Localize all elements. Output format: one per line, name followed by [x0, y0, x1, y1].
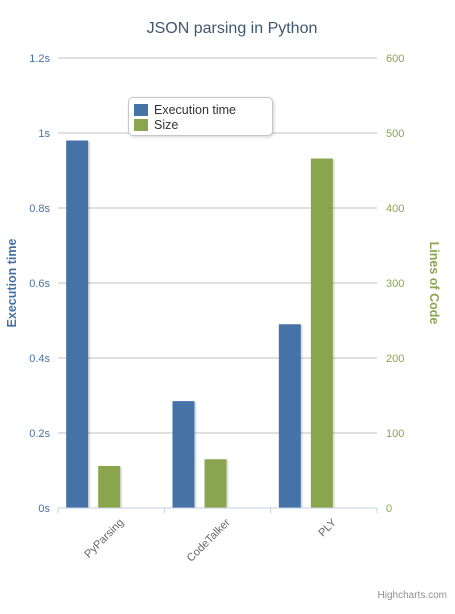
chart-title: JSON parsing in Python [147, 20, 318, 37]
left-axis-tick-label: 0.8s [29, 203, 50, 215]
left-axis-tick-label: 0.6s [29, 278, 50, 290]
x-axis-category-label: PyParsing [82, 517, 126, 561]
bar-size[interactable] [310, 158, 333, 509]
bar-size[interactable] [98, 466, 121, 508]
right-axis-tick-label: 500 [386, 128, 404, 140]
legend-label-size: Size [154, 117, 179, 132]
credits-link[interactable]: Highcharts.com [377, 590, 447, 601]
x-axis-category-label: PLY [316, 516, 339, 539]
left-axis-tick-label: 0s [38, 503, 50, 515]
legend-label-execution-time: Execution time [154, 102, 236, 117]
bar-size[interactable] [204, 459, 227, 508]
right-axis-title: Lines of Code [427, 242, 441, 325]
left-axis-tick-label: 1s [38, 128, 50, 140]
left-axis-tick-label: 0.2s [29, 428, 50, 440]
bar-execution-time[interactable] [278, 324, 301, 508]
right-axis-tick-label: 400 [386, 203, 404, 215]
legend-item-execution-time[interactable]: Execution time [134, 102, 272, 117]
right-axis-tick-label: 600 [386, 53, 404, 65]
bar-execution-time[interactable] [66, 140, 89, 509]
right-axis-tick-label: 100 [386, 428, 404, 440]
right-axis-tick-label: 300 [386, 278, 404, 290]
legend-item-size[interactable]: Size [134, 117, 272, 132]
legend-swatch-execution-time [134, 103, 148, 116]
right-axis-tick-label: 200 [386, 353, 404, 365]
legend: Execution time Size [128, 97, 273, 136]
left-axis-tick-label: 0.4s [29, 353, 50, 365]
right-axis-tick-label: 0 [386, 503, 392, 515]
bar-execution-time[interactable] [172, 401, 195, 508]
left-axis-tick-label: 1.2s [29, 53, 50, 65]
left-axis-title: Execution time [5, 239, 19, 328]
legend-swatch-size [134, 118, 148, 131]
x-axis-category-label: CodeTalker [185, 516, 233, 564]
bars-layer [66, 140, 335, 509]
